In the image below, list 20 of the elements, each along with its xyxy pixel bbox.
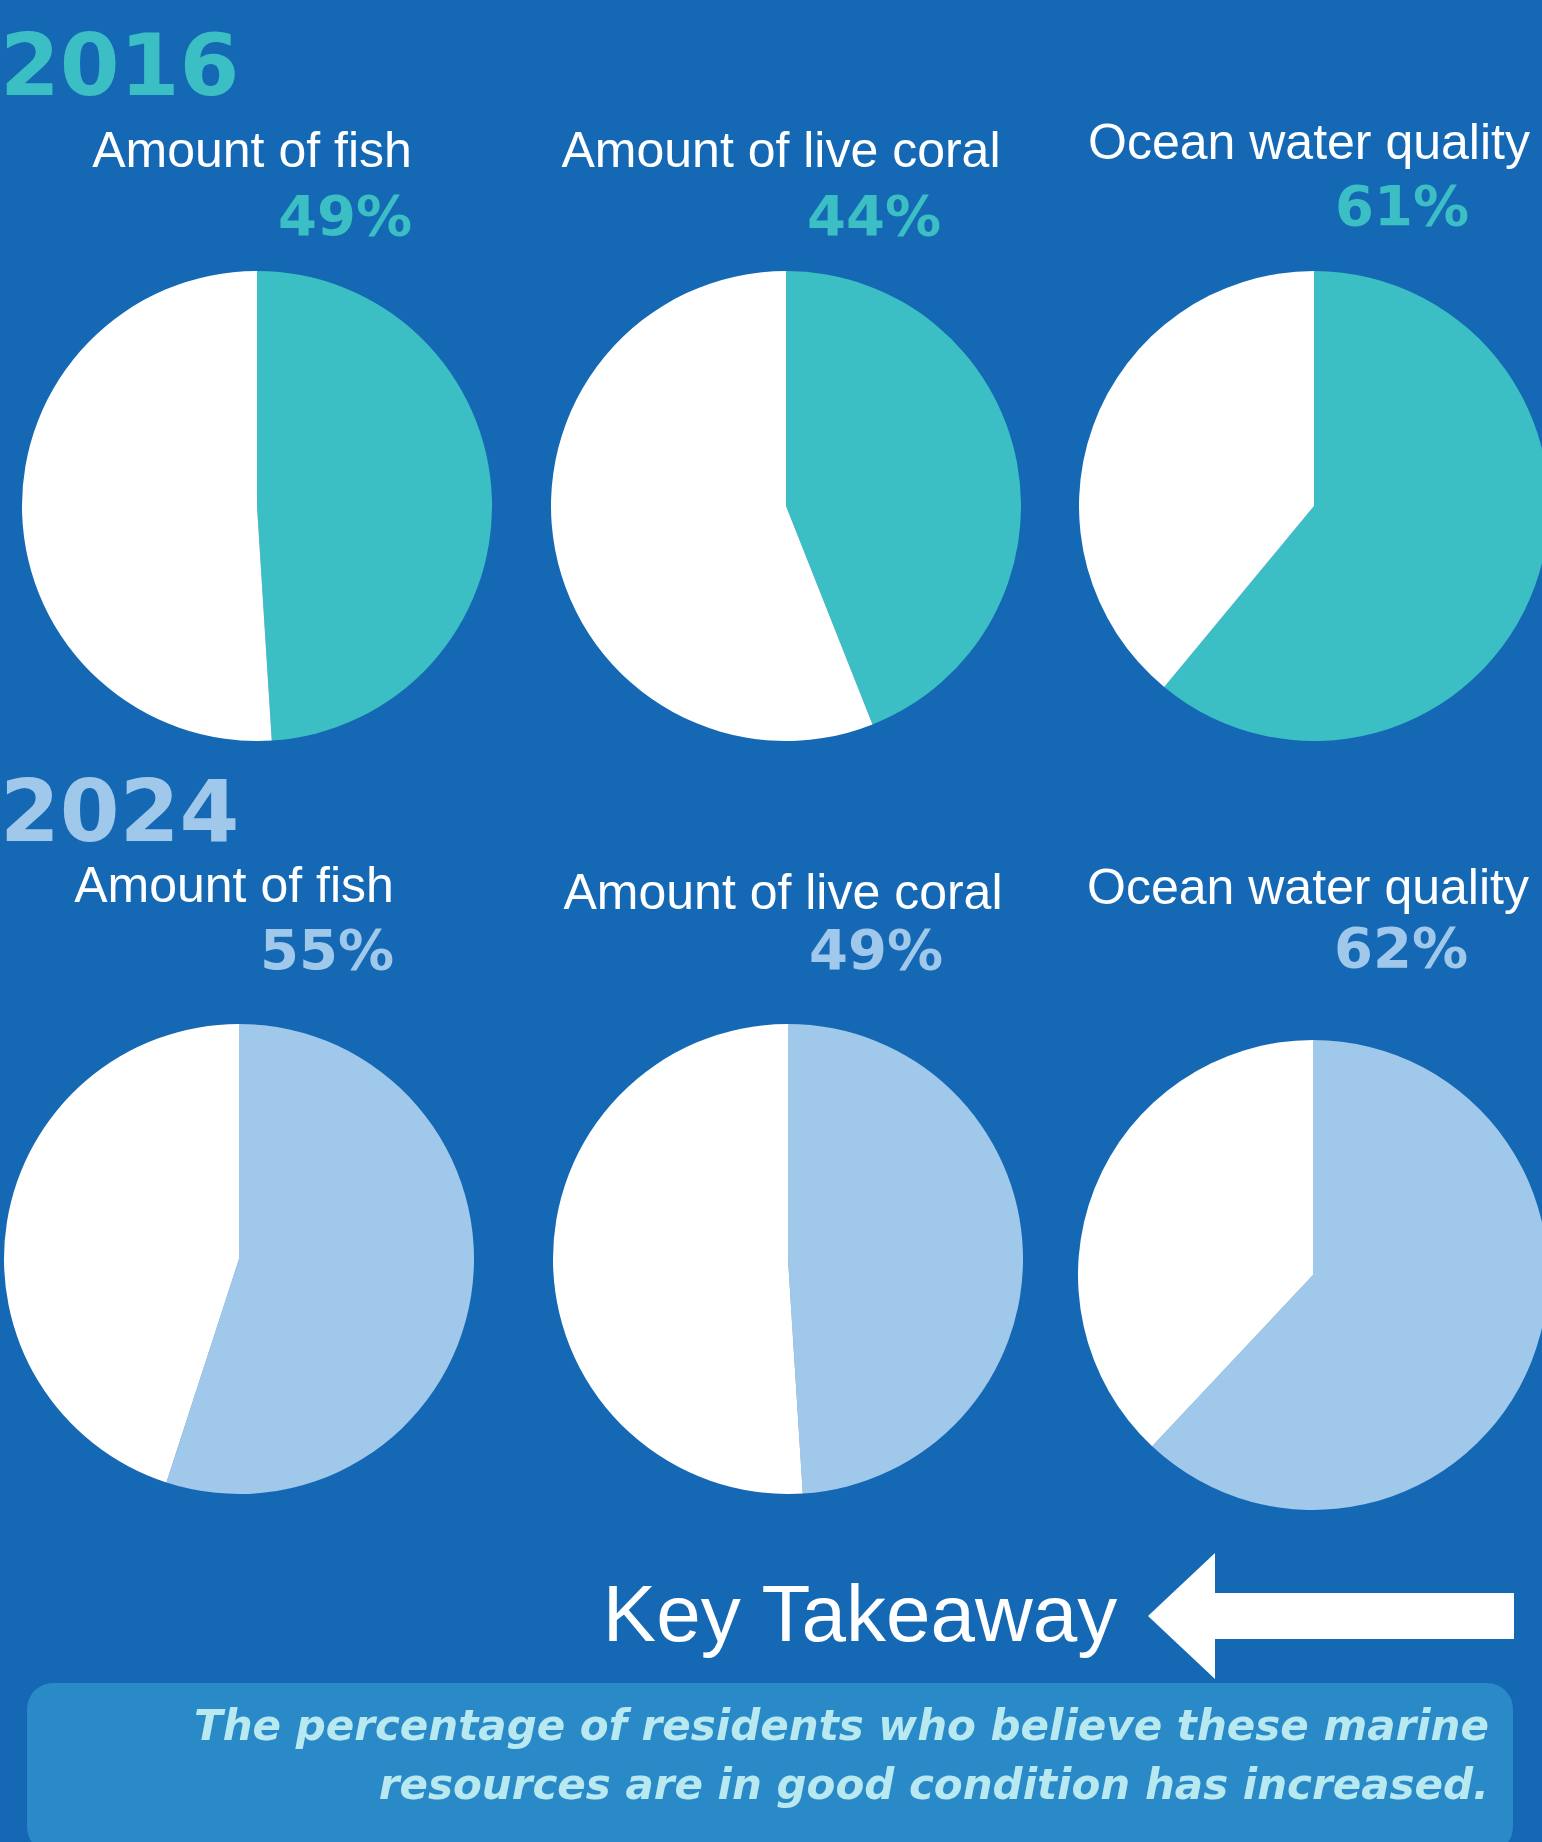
pie-slice <box>786 271 1021 725</box>
data-label: 49% <box>277 182 412 250</box>
pie-slice <box>4 1024 239 1483</box>
chart-title: Ocean water quality <box>1086 858 1530 917</box>
pie-slice <box>166 1024 474 1494</box>
pie-slice <box>553 1024 803 1494</box>
pie-slice <box>257 271 492 741</box>
data-label: 55% <box>259 916 394 984</box>
text: 2016 <box>0 15 240 115</box>
pie-slice <box>22 271 272 741</box>
text: Key Takeaway <box>601 1569 1119 1658</box>
chart-title: Amount of fish <box>91 121 413 180</box>
data-label: 62% <box>1333 914 1468 982</box>
pie-slice <box>551 271 873 741</box>
data-label: 44% <box>806 182 941 250</box>
data-label: 61% <box>1334 172 1469 240</box>
text: The percentage of residents who believe these marine resources are in good condition has increased. <box>193 1700 1489 1811</box>
chart-title: Amount of live coral <box>560 121 1002 180</box>
pie-slice <box>788 1024 1023 1494</box>
chart-title: Ocean water quality <box>1087 113 1531 172</box>
